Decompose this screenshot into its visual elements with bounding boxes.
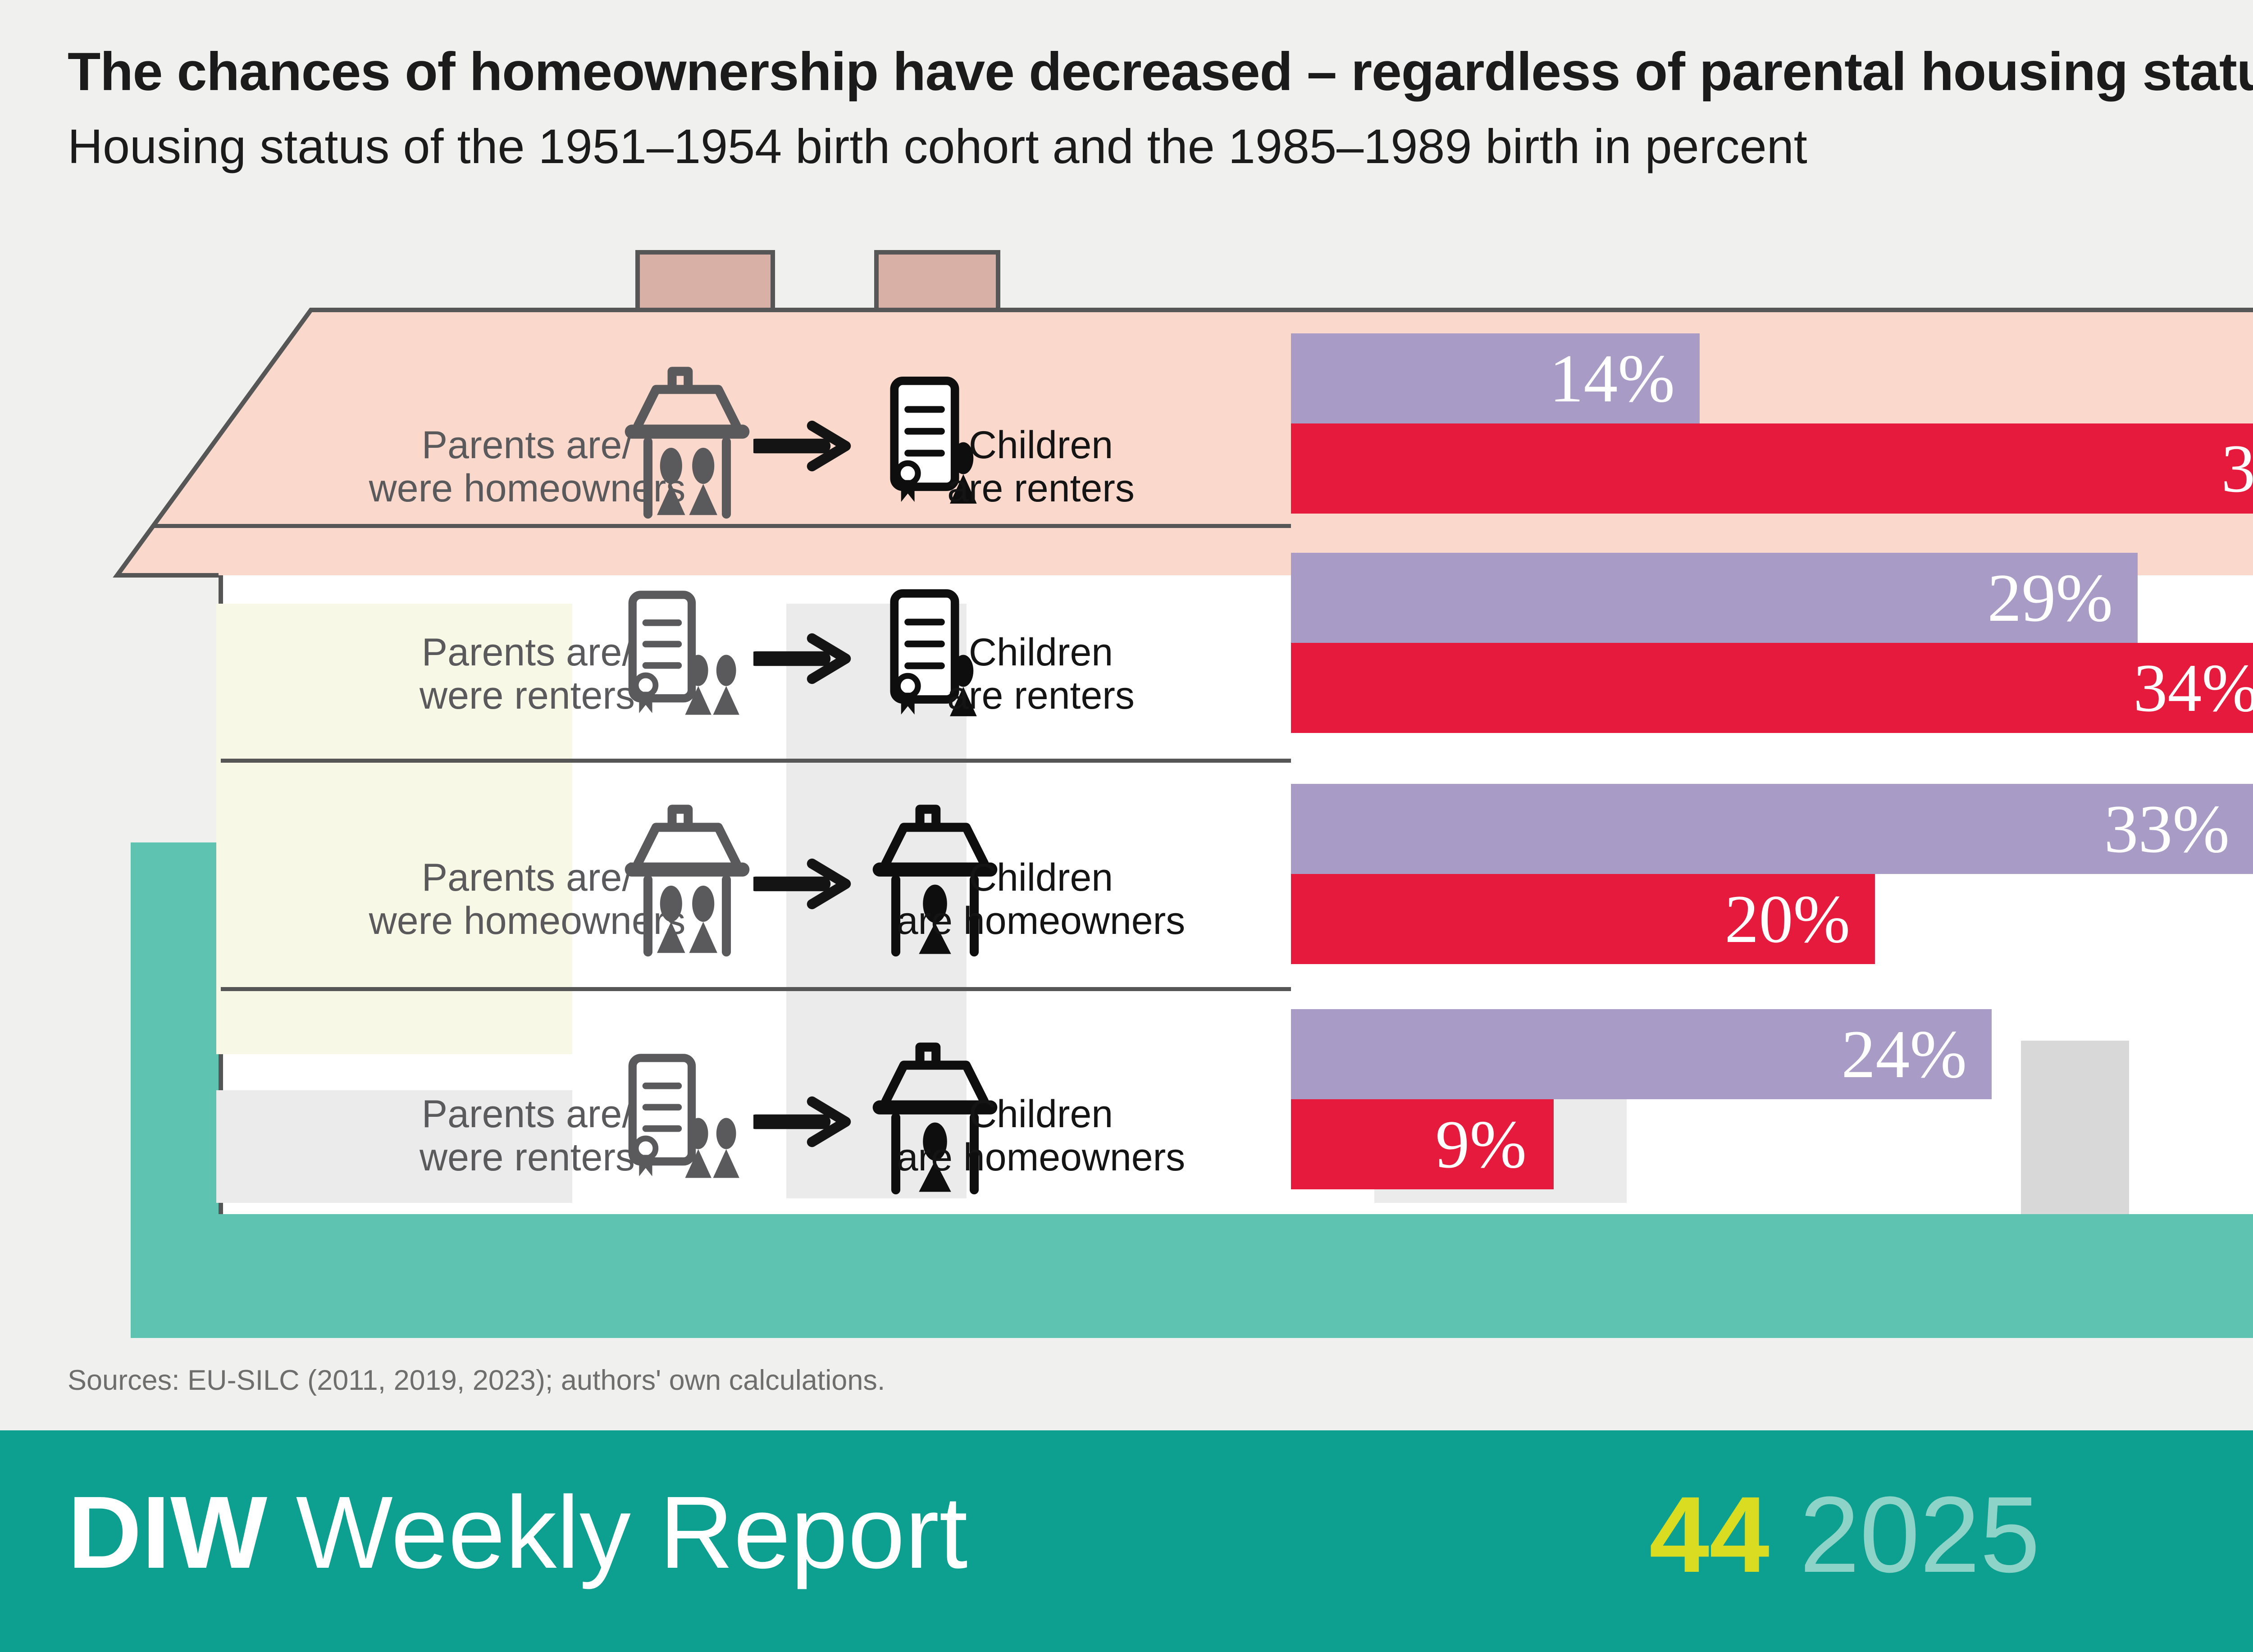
- house-owners-icon: [625, 367, 750, 519]
- bar-1951-54: 33%: [1291, 784, 2253, 874]
- label-line: were homeowners: [369, 899, 686, 943]
- rental-contract-icon: [628, 591, 739, 715]
- label-line: were renters: [420, 674, 635, 718]
- label-line: Children: [968, 423, 1113, 467]
- bar-value: 34%: [2133, 650, 2253, 726]
- page-title: The chances of homeownership have decrea…: [68, 41, 2253, 102]
- label-line: Parents are/: [421, 1092, 633, 1136]
- label-line: Children: [968, 1092, 1113, 1136]
- sources-note: Sources: EU-SILC (2011, 2019, 2023); aut…: [68, 1365, 885, 1396]
- rental-contract-icon: [890, 377, 977, 504]
- bar-1951-54: 24%: [1291, 1009, 1992, 1099]
- arrow-icon: [753, 633, 851, 684]
- row-divider: [153, 524, 1291, 528]
- publication-title: DIW Weekly Report: [68, 1474, 968, 1592]
- row-child-label: Children are renters: [883, 423, 1199, 510]
- row-divider: [221, 759, 1291, 763]
- row-parent-label: Parents are/ were renters: [342, 1092, 712, 1179]
- row-child-label: Children are homeowners: [883, 856, 1199, 943]
- bar-1985-89: 34%: [1291, 643, 2253, 733]
- house-owners-icon: [625, 805, 750, 957]
- door: [2021, 1041, 2129, 1214]
- label-line: are homeowners: [896, 1136, 1186, 1179]
- label-line: were renters: [420, 1136, 635, 1179]
- bar-value: 14%: [1549, 341, 1675, 416]
- row-parent-label: Parents are/ were renters: [342, 631, 712, 718]
- arrow-icon: [753, 1096, 851, 1147]
- label-line: are homeowners: [896, 899, 1186, 943]
- issue-number: 44 2025: [1649, 1472, 2040, 1597]
- issue-44: 44: [1649, 1474, 1770, 1595]
- row-parent-label: Parents are/ were homeowners: [342, 423, 712, 510]
- bar-1985-89: 37%: [1291, 423, 2253, 514]
- label-line: are renters: [947, 674, 1135, 718]
- bar-value: 24%: [1841, 1016, 1967, 1092]
- issue-year: 2025: [1799, 1474, 2040, 1595]
- bar-value: 9%: [1435, 1106, 1527, 1182]
- chimney-icon: [635, 250, 775, 314]
- row-divider: [221, 987, 1291, 991]
- bar-1951-54: 14%: [1291, 333, 1700, 423]
- label-line: Parents are/: [421, 423, 633, 467]
- house-owner-icon: [872, 805, 998, 957]
- roof-outline: [113, 308, 2253, 578]
- label-line: Parents are/: [421, 856, 633, 899]
- chimney-icon: [874, 250, 1000, 314]
- label-line: Children: [968, 631, 1113, 674]
- house-owner-icon: [872, 1042, 998, 1195]
- bar-value: 29%: [1987, 560, 2113, 636]
- window: [216, 604, 572, 1054]
- brand-weekly-report: Weekly Report: [267, 1475, 968, 1590]
- window: [216, 1090, 572, 1203]
- bar-1985-89: 20%: [1291, 874, 1875, 964]
- label-line: were homeowners: [369, 467, 686, 510]
- bar-1951-54: 29%: [1291, 553, 2138, 643]
- bar-1985-89: 9%: [1291, 1099, 1554, 1189]
- page-subtitle: Housing status of the 1951–1954 birth co…: [68, 119, 1807, 173]
- bar-value: 33%: [2104, 791, 2230, 867]
- rental-contract-icon: [890, 589, 977, 716]
- row-parent-label: Parents are/ were homeowners: [342, 856, 712, 943]
- bar-value: 20%: [1724, 881, 1850, 957]
- brand-diw: DIW: [68, 1475, 268, 1590]
- row-child-label: Children are renters: [883, 631, 1199, 718]
- label-line: Parents are/: [421, 631, 633, 674]
- row-child-label: Children are homeowners: [883, 1092, 1199, 1179]
- label-line: are renters: [947, 467, 1135, 510]
- bar-value: 37%: [2221, 431, 2253, 506]
- rental-contract-icon: [628, 1054, 739, 1178]
- arrow-icon: [753, 858, 851, 910]
- arrow-icon: [753, 420, 851, 472]
- label-line: Children: [968, 856, 1113, 899]
- footer-band: [0, 1430, 2253, 1652]
